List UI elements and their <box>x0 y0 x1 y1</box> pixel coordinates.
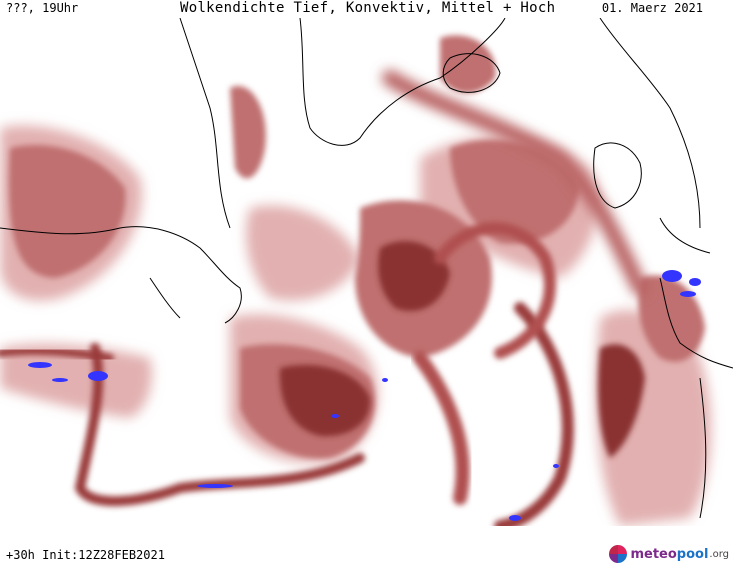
logo-tld: .org <box>709 548 729 560</box>
logo-word-b: pool <box>676 546 709 562</box>
convective-cells <box>28 270 701 521</box>
forecast-date: 01. Maerz 2021 <box>601 1 703 15</box>
meteopool-logo-icon <box>609 545 628 563</box>
forecast-time-label: ???, 19Uhr <box>6 1 79 15</box>
footer-bar: +30h Init:12Z28FEB2021 meteopool .org <box>0 526 733 566</box>
header-bar: ???, 19Uhr Wolkendichte Tief, Konvektiv,… <box>0 0 733 18</box>
cloud-bands <box>0 70 648 532</box>
coastlines <box>0 17 733 519</box>
map-canvas <box>0 17 733 532</box>
model-run-info: +30h Init:12Z28FEB2021 <box>6 548 165 562</box>
meteopool-logo[interactable]: meteopool .org <box>609 544 729 564</box>
cloud-dark-layer <box>279 241 645 458</box>
logo-word-a: meteo <box>630 546 677 562</box>
map-title: Wolkendichte Tief, Konvektiv, Mittel + H… <box>180 0 556 16</box>
logo-text: meteopool <box>630 547 708 562</box>
cloud-density-map <box>0 17 733 532</box>
